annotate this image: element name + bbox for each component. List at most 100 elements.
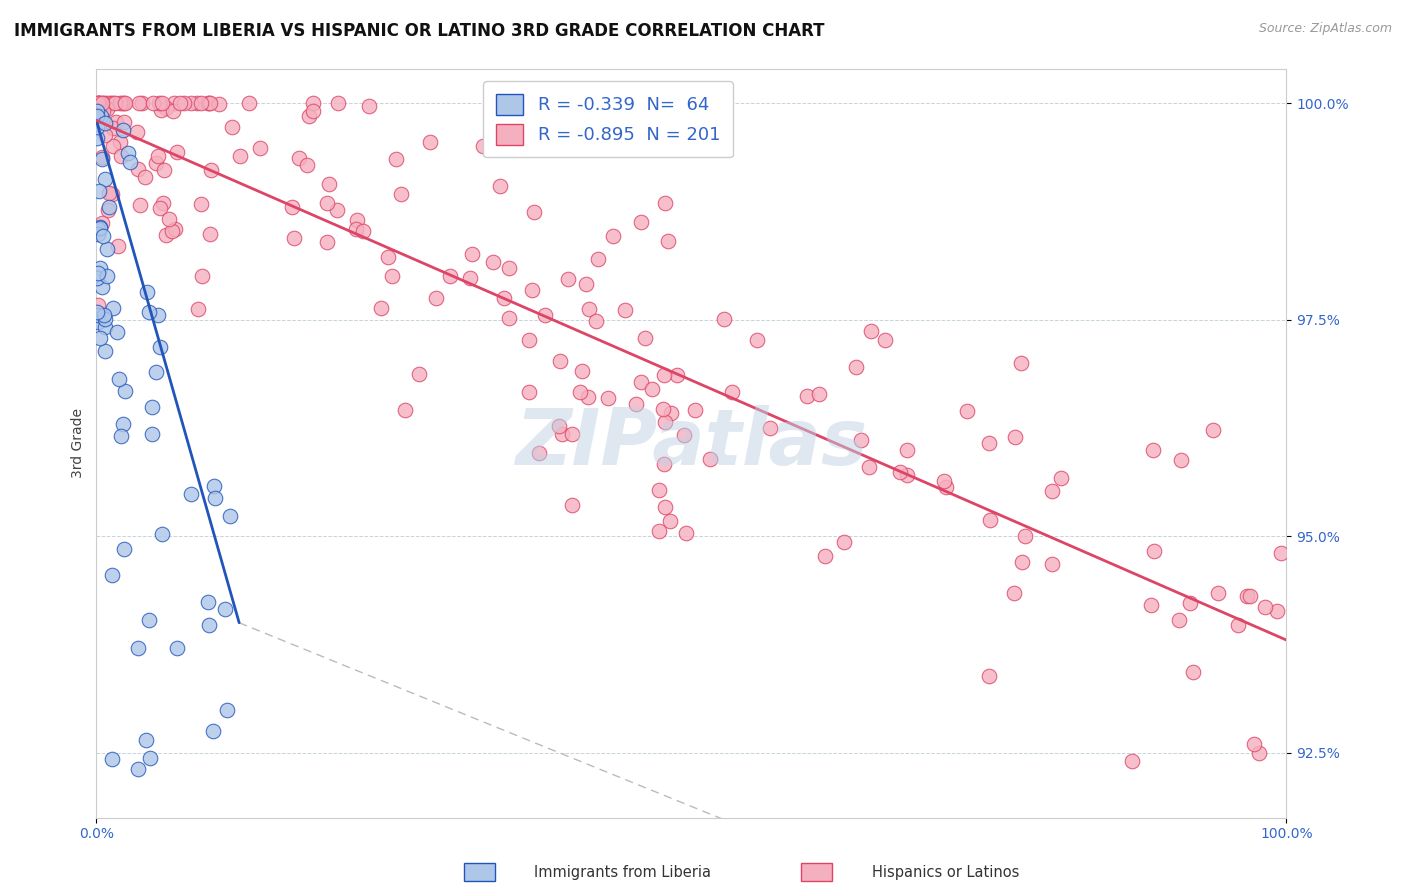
Point [108, 372, 131, 386]
Point [624, 397, 647, 411]
Point [346, 222, 368, 236]
Point [198, 96, 221, 111]
Point [180, 96, 202, 111]
Point [112, 115, 135, 129]
Point [125, 125, 148, 139]
Point [745, 333, 768, 347]
Point [108, 96, 131, 111]
Point [652, 457, 675, 471]
Point [896, 467, 918, 482]
Point [346, 213, 368, 227]
Point [287, 151, 309, 165]
Point [107, 238, 129, 252]
Point [101, 568, 124, 582]
Point [89, 96, 111, 111]
Point [214, 602, 236, 616]
Point [302, 96, 325, 111]
Point [166, 640, 188, 655]
Point [86, 298, 108, 312]
Point [180, 487, 202, 501]
Point [190, 269, 212, 284]
Point [108, 135, 131, 149]
Point [198, 618, 221, 632]
Point [91, 150, 114, 164]
Point [198, 227, 221, 241]
Point [204, 491, 226, 505]
Point [1140, 599, 1163, 613]
Point [249, 141, 271, 155]
Point [87, 315, 110, 329]
Point [1014, 529, 1036, 543]
Point [105, 325, 128, 339]
Point [481, 255, 503, 269]
Point [561, 426, 583, 441]
Point [160, 224, 183, 238]
Point [318, 177, 340, 191]
Point [150, 96, 173, 111]
Point [173, 96, 195, 111]
Point [96, 268, 118, 283]
Point [1267, 603, 1289, 617]
Point [152, 163, 174, 178]
Point [146, 149, 169, 163]
Point [94, 128, 117, 143]
Point [672, 427, 695, 442]
Point [112, 96, 135, 111]
Point [94, 96, 117, 111]
Point [1142, 543, 1164, 558]
Point [675, 525, 697, 540]
Point [127, 640, 149, 655]
Point [658, 514, 681, 528]
Point [86, 305, 108, 319]
Point [94, 319, 117, 334]
Point [87, 96, 110, 111]
Point [159, 212, 181, 227]
Point [472, 139, 495, 153]
Point [86, 120, 108, 134]
Point [370, 301, 392, 315]
Point [298, 109, 321, 123]
Point [117, 145, 139, 160]
Point [93, 96, 115, 111]
Point [849, 433, 872, 447]
Point [152, 196, 174, 211]
Point [1040, 484, 1063, 499]
Point [87, 96, 110, 111]
Point [576, 390, 599, 404]
Point [977, 436, 1000, 450]
Point [359, 99, 381, 113]
Point [1181, 665, 1204, 680]
Point [114, 384, 136, 398]
Point [90, 96, 112, 111]
Point [796, 389, 818, 403]
Point [657, 234, 679, 248]
Text: Source: ZipAtlas.com: Source: ZipAtlas.com [1258, 22, 1392, 36]
Point [186, 96, 208, 111]
Point [520, 284, 543, 298]
Point [141, 426, 163, 441]
Point [614, 303, 637, 318]
Text: IMMIGRANTS FROM LIBERIA VS HISPANIC OR LATINO 3RD GRADE CORRELATION CHART: IMMIGRANTS FROM LIBERIA VS HISPANIC OR L… [14, 22, 824, 40]
Point [111, 417, 134, 432]
Point [498, 261, 520, 276]
Point [200, 162, 222, 177]
Point [666, 368, 689, 383]
Point [131, 96, 153, 111]
Point [104, 96, 127, 111]
Point [1206, 586, 1229, 600]
Point [571, 364, 593, 378]
Point [1010, 356, 1032, 370]
Point [935, 480, 957, 494]
Point [146, 308, 169, 322]
Point [489, 178, 512, 193]
Point [685, 402, 707, 417]
Point [1243, 737, 1265, 751]
Point [408, 367, 430, 381]
Point [1227, 618, 1250, 632]
Point [142, 96, 165, 111]
Point [654, 196, 676, 211]
Point [86, 103, 108, 118]
Point [187, 302, 209, 317]
Point [896, 443, 918, 458]
Point [647, 483, 669, 497]
